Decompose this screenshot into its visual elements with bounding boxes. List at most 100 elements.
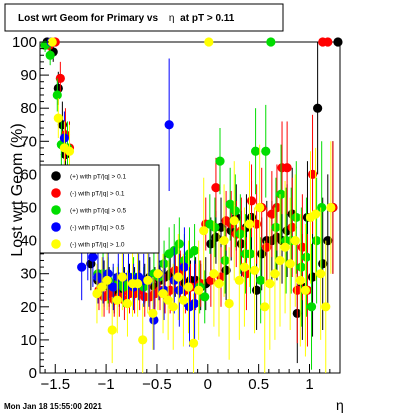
data-point [194,285,204,295]
x-tick-label: −1 [98,376,115,393]
x-tick-label: −1.5 [40,376,70,393]
data-point [301,252,312,262]
data-point [122,298,133,309]
data-point [235,229,245,239]
data-point [321,302,331,312]
data-point [102,275,112,285]
timestamp-label: Mon Jan 18 15:55:00 2021 [4,402,102,411]
data-point [280,242,290,252]
data-point [252,285,262,295]
data-point [47,37,57,47]
y-tick-label: 80 [20,100,37,117]
data-point [214,279,224,289]
data-point [230,206,240,216]
data-point [249,265,260,275]
data-point [266,37,276,47]
data-point [295,275,305,285]
data-point [225,199,235,209]
data-point [153,269,163,279]
legend-marker [51,222,61,232]
data-point [200,292,210,302]
data-point [188,338,199,348]
data-point [168,302,178,312]
data-point [326,202,336,213]
data-point [206,239,216,249]
legend-marker [51,239,61,249]
data-point [282,163,292,173]
legend: (+) with pT/|q| > 0.1 (-) with pT/|q| > 0… [51,171,127,249]
x-axis-title: η [336,397,344,413]
data-point [271,222,281,232]
data-point [291,212,301,223]
data-point [219,236,229,246]
y-tick-label: 0 [29,365,37,382]
data-point [296,262,306,272]
data-point [183,282,194,292]
data-point [179,262,190,272]
legend-marker [51,188,61,198]
data-point [199,226,209,236]
y-axis-title: Lost wrt Geom (%) [9,123,26,256]
data-point [174,239,184,249]
data-point [244,219,255,229]
data-point [143,275,153,285]
title-box [4,3,284,32]
data-point [267,209,277,219]
data-point [189,298,200,309]
data-point [256,275,266,285]
series-layer [40,37,343,373]
series-4 [47,37,336,373]
data-point [107,325,117,335]
data-point [163,295,173,305]
data-point [323,37,333,47]
data-point [310,209,321,219]
x-tick-label: 0.5 [248,376,269,393]
data-point [300,285,311,295]
data-point [77,262,87,272]
data-point [88,252,98,262]
y-tick-label: 50 [20,200,37,217]
data-point [178,295,188,305]
data-point [158,288,168,299]
data-point [229,216,239,226]
chart-title: Lost wrt Geom for Primary vs η at pT > 0… [18,13,235,24]
data-point [53,113,63,123]
data-point [52,90,62,100]
data-point [92,288,102,299]
y-tick-label: 30 [20,266,37,283]
y-tick-label: 90 [20,67,37,84]
legend-label: (-) with pT/|q| > 0.5 [70,225,125,232]
data-point [45,50,55,60]
data-point [148,308,158,319]
legend-marker [51,171,61,181]
data-point [210,222,220,232]
y-tick-label: 100 [12,34,37,51]
data-point [64,146,75,156]
data-point [224,298,234,309]
data-point [246,196,257,206]
data-point [260,302,270,312]
legend-label: (+) with pT/|q| > 0.5 [70,208,127,215]
data-point [316,269,326,279]
data-point [239,262,250,272]
legend-marker [51,205,61,215]
data-point [265,279,275,289]
y-tick-label: 60 [20,166,37,183]
x-tick-label: 0 [204,376,212,393]
data-point [333,37,343,47]
data-point [209,269,219,279]
data-point [220,255,230,266]
data-point [312,236,322,246]
data-point [55,73,65,84]
legend-label: (+) with pT/|q| > 0.1 [70,174,127,181]
data-point [234,275,244,285]
data-point [306,302,317,312]
legend-label: (-) with pT/|q| > 1.0 [70,242,125,249]
data-point [204,37,214,47]
data-point [270,269,280,279]
chart-title-prefix: Lost wrt Geom for Primary vs [18,13,158,24]
data-point [313,103,323,113]
